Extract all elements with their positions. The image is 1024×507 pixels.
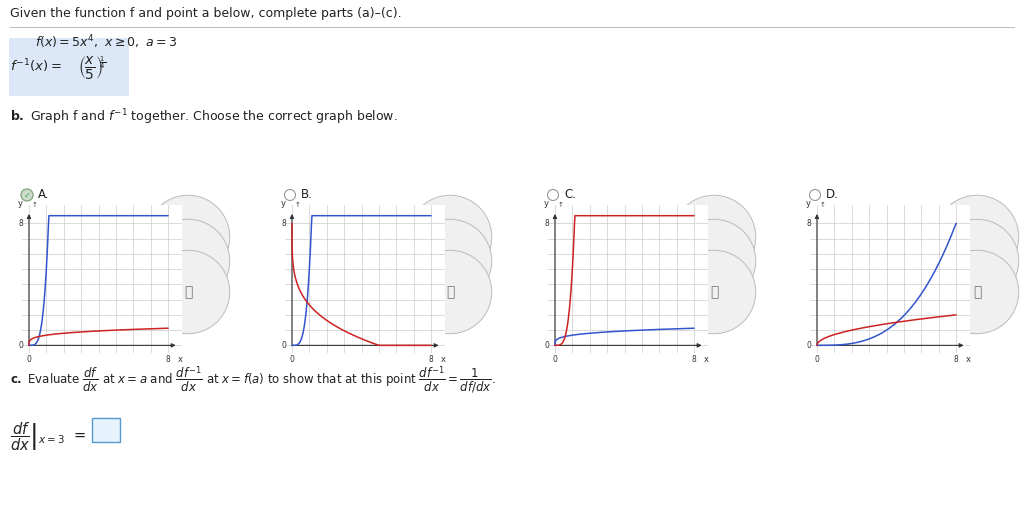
Circle shape [22, 189, 33, 201]
Text: ⊖: ⊖ [444, 254, 456, 268]
Text: 0: 0 [290, 355, 294, 365]
Text: $\left.\dfrac{df}{dx}\right|_{x=3}$  =: $\left.\dfrac{df}{dx}\right|_{x=3}$ = [10, 420, 86, 453]
Text: ⊖: ⊖ [709, 254, 720, 268]
Text: ✓: ✓ [24, 191, 31, 199]
Text: $\mathbf{b.}$ Graph f and $f^{-1}$ together. Choose the correct graph below.: $\mathbf{b.}$ Graph f and $f^{-1}$ toget… [10, 107, 397, 127]
Text: ⊕: ⊕ [971, 230, 983, 244]
Text: $\mathbf{c.}$ Evaluate $\dfrac{df}{dx}$ at $x=a$ and $\dfrac{df^{-1}}{dx}$ at $x: $\mathbf{c.}$ Evaluate $\dfrac{df}{dx}$ … [10, 365, 496, 396]
Text: 0: 0 [807, 341, 812, 350]
Text: ↑: ↑ [819, 202, 825, 208]
Text: D.: D. [826, 189, 839, 201]
Text: 8: 8 [545, 219, 550, 228]
Text: $f^{-1}(x) =$: $f^{-1}(x) =$ [10, 57, 62, 75]
Text: ⊕: ⊕ [444, 230, 456, 244]
FancyBboxPatch shape [9, 38, 129, 96]
Text: 8: 8 [953, 355, 958, 365]
Text: C.: C. [564, 189, 575, 201]
Text: x: x [966, 354, 971, 364]
Text: ↑: ↑ [32, 202, 38, 208]
Text: x: x [178, 354, 182, 364]
Text: ⤢: ⤢ [445, 285, 455, 299]
Circle shape [810, 190, 820, 200]
Text: y: y [281, 199, 286, 208]
Circle shape [548, 190, 558, 200]
Text: Given the function f and point a below, complete parts (a)–(c).: Given the function f and point a below, … [10, 7, 401, 20]
Text: $f(x) = 5x^4$$,\ x \geq 0,\ a = 3$: $f(x) = 5x^4$$,\ x \geq 0,\ a = 3$ [35, 33, 177, 51]
Text: 8: 8 [807, 219, 812, 228]
Text: y: y [17, 199, 23, 208]
Text: $\left(\dfrac{x}{5}\right)^{\!\!\frac{1}{4}}$: $\left(\dfrac{x}{5}\right)^{\!\!\frac{1}… [78, 54, 106, 81]
Text: 0: 0 [545, 341, 550, 350]
Text: 8: 8 [282, 219, 287, 228]
Text: y: y [806, 199, 811, 208]
Text: B.: B. [301, 189, 313, 201]
Text: x: x [703, 354, 709, 364]
Text: y: y [544, 199, 549, 208]
Text: ⊖: ⊖ [971, 254, 983, 268]
Text: 8: 8 [166, 355, 170, 365]
Text: ⤢: ⤢ [973, 285, 981, 299]
Text: 8: 8 [429, 355, 433, 365]
Text: 0: 0 [282, 341, 287, 350]
Text: ⊕: ⊕ [709, 230, 720, 244]
Text: 0: 0 [27, 355, 32, 365]
Text: 0: 0 [18, 341, 24, 350]
Text: 0: 0 [814, 355, 819, 365]
Text: ⊖: ⊖ [182, 254, 194, 268]
Text: 0: 0 [553, 355, 557, 365]
FancyBboxPatch shape [92, 418, 120, 442]
Text: A.: A. [38, 189, 49, 201]
Text: ⤢: ⤢ [710, 285, 718, 299]
Text: 8: 8 [691, 355, 696, 365]
Text: ⤢: ⤢ [184, 285, 193, 299]
Text: ↑: ↑ [557, 202, 563, 208]
Text: ⊕: ⊕ [182, 230, 194, 244]
Circle shape [285, 190, 296, 200]
Text: x: x [440, 354, 445, 364]
Text: 8: 8 [19, 219, 24, 228]
Text: ↑: ↑ [295, 202, 300, 208]
